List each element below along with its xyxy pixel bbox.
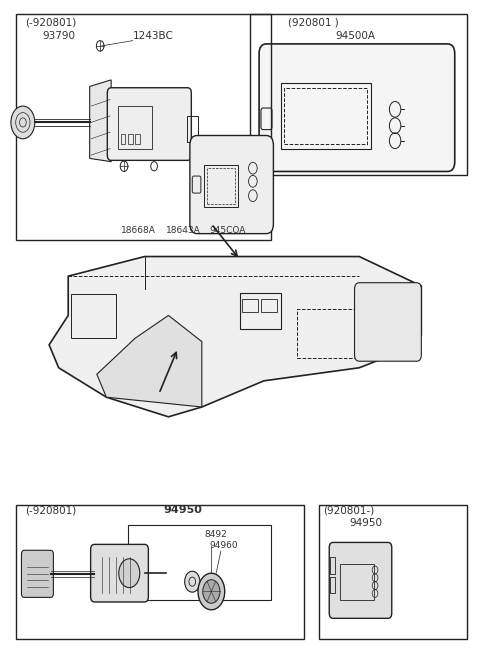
Bar — [319, 505, 467, 639]
FancyBboxPatch shape — [108, 88, 192, 160]
FancyBboxPatch shape — [91, 545, 148, 602]
Bar — [240, 292, 281, 328]
Circle shape — [119, 559, 140, 587]
Text: 94950: 94950 — [350, 518, 383, 528]
Text: 18668A: 18668A — [120, 226, 156, 235]
Bar — [118, 106, 152, 148]
FancyBboxPatch shape — [355, 283, 421, 361]
Bar — [281, 83, 371, 148]
Bar — [135, 134, 140, 144]
Text: 1243BC: 1243BC — [132, 31, 173, 41]
Bar — [284, 88, 367, 144]
Bar — [16, 14, 271, 240]
FancyBboxPatch shape — [192, 176, 201, 193]
Text: 93790: 93790 — [42, 31, 75, 41]
Bar — [330, 558, 336, 574]
Bar — [120, 134, 125, 144]
Polygon shape — [49, 256, 421, 417]
Bar — [250, 14, 467, 175]
Circle shape — [203, 579, 220, 603]
Text: 945COA: 945COA — [209, 226, 245, 235]
Text: 94960: 94960 — [209, 541, 238, 550]
Circle shape — [11, 106, 35, 139]
Circle shape — [185, 571, 200, 592]
Bar — [297, 309, 360, 358]
Text: (920801-): (920801-) — [324, 505, 375, 515]
Text: 18643A: 18643A — [166, 226, 201, 235]
Text: 94950: 94950 — [164, 505, 203, 515]
FancyBboxPatch shape — [22, 551, 53, 597]
Bar — [16, 505, 304, 639]
Polygon shape — [90, 80, 111, 162]
Polygon shape — [97, 315, 202, 407]
Bar — [128, 134, 132, 144]
Bar — [340, 564, 373, 600]
Text: (-920801): (-920801) — [25, 505, 76, 515]
Bar — [204, 165, 238, 208]
Bar — [206, 168, 235, 204]
Text: (-920801): (-920801) — [25, 18, 76, 28]
FancyBboxPatch shape — [259, 44, 455, 171]
Bar — [330, 577, 336, 593]
FancyBboxPatch shape — [190, 135, 274, 234]
Circle shape — [198, 573, 225, 610]
Text: (920801 ): (920801 ) — [288, 18, 338, 28]
Bar — [242, 299, 258, 312]
Bar — [262, 299, 277, 312]
FancyBboxPatch shape — [261, 108, 272, 129]
Bar — [128, 525, 271, 600]
Text: 8492: 8492 — [204, 530, 227, 539]
FancyBboxPatch shape — [329, 543, 392, 618]
Text: 94500A: 94500A — [336, 31, 375, 41]
Bar — [187, 116, 199, 142]
Bar — [71, 294, 116, 338]
